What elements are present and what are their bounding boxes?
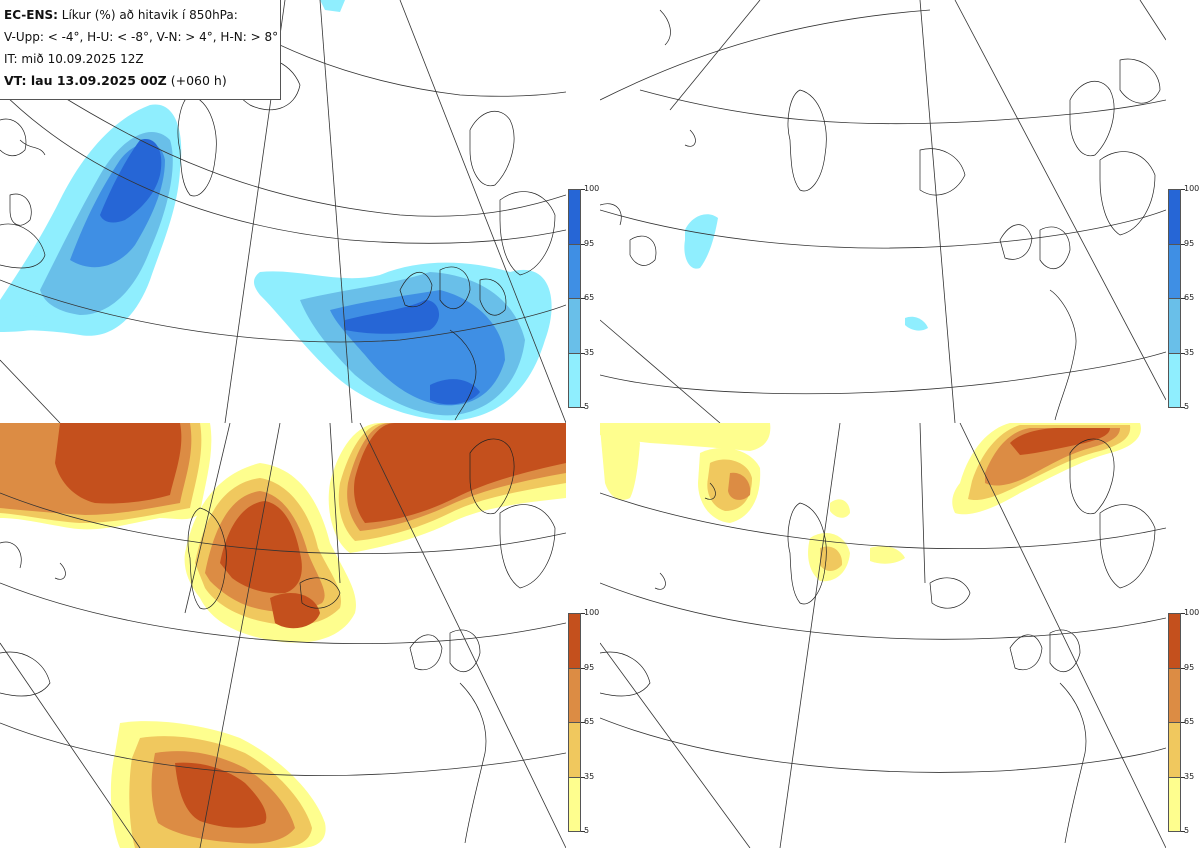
colorbar-segment [1168, 352, 1181, 408]
colorbar-segment [1168, 667, 1181, 723]
probability-area-greenland-west [0, 104, 182, 336]
colorbar-tick [1181, 776, 1185, 778]
graticule [600, 423, 1166, 848]
coastlines [600, 438, 1156, 844]
colorbar-tick [1181, 831, 1185, 832]
colorbar-label: 5 [1184, 826, 1190, 835]
probability-area-greenland [684, 214, 718, 269]
map-legend: EC-ENS: Líkur (%) að hitavik í 850hPa: V… [0, 0, 281, 100]
colorbar-tick [581, 667, 585, 669]
colorbar-segment [568, 352, 581, 408]
colorbar-segment [568, 189, 581, 245]
colorbar-label: 65 [584, 293, 595, 302]
colorbar-cold-top-right: 100 95 65 35 5 [1168, 185, 1199, 411]
colorbar-label: 35 [584, 771, 595, 781]
colorbar-label: 35 [1184, 771, 1195, 781]
colorbar-label: 100 [584, 184, 600, 193]
coastlines [0, 438, 556, 844]
legend-valid-time-line: VT: lau 13.09.2025 00Z (+060 h) [4, 70, 276, 92]
colorbar-tick [581, 722, 585, 723]
colorbar-tick [581, 407, 585, 408]
graticule [600, 0, 1166, 423]
probability-area-ocean [905, 316, 928, 331]
colorbar-label: 65 [1184, 293, 1195, 302]
legend-lead-time: (+060 h) [170, 73, 227, 88]
colorbar-label: 65 [584, 717, 595, 726]
probability-area-scandinavia [328, 423, 566, 553]
graticule [0, 423, 566, 848]
colorbar-label: 100 [1184, 608, 1200, 617]
colorbar-tick [1181, 667, 1185, 669]
colorbar-tick [1181, 298, 1185, 299]
colorbar-segment [1168, 776, 1181, 832]
colorbar-label: 35 [584, 347, 595, 357]
colorbar-tick [1181, 243, 1185, 245]
colorbar-tick [1181, 407, 1185, 408]
colorbar-tick [581, 189, 585, 190]
colorbar-tick [581, 831, 585, 832]
colorbar-segment [568, 613, 581, 669]
legend-title-line: EC-ENS: Líkur (%) að hitavik í 850hPa: [4, 4, 276, 26]
colorbar-label: 95 [1184, 238, 1195, 248]
legend-initial-time: IT: mið 10.09.2025 12Z [4, 52, 144, 66]
map-panel-warm-plus4 [0, 423, 566, 848]
probability-area-scandinavia [952, 423, 1141, 515]
colorbar-label: 95 [584, 662, 595, 672]
colorbar-tick [581, 243, 585, 245]
colorbar-tick [581, 352, 585, 354]
colorbar-tick [1181, 189, 1185, 190]
colorbar-label: 5 [584, 826, 590, 835]
legend-description: Líkur (%) að hitavik í 850hPa: [61, 8, 238, 22]
map-panel-cold-minus4 [0, 0, 566, 423]
colorbar-segment [1168, 613, 1181, 669]
colorbar-warm-bottom-left: 100 95 65 35 5 [568, 609, 599, 835]
probability-area-atlantic [110, 721, 326, 848]
colorbar-segment [568, 722, 581, 778]
colorbar-label: 65 [1184, 717, 1195, 726]
colorbar-label: 95 [584, 238, 595, 248]
colorbar-label: 100 [1184, 184, 1200, 193]
colorbar-tick [1181, 613, 1185, 614]
colorbar-segment [568, 776, 581, 832]
colorbar-tick [581, 298, 585, 299]
colorbar-segment [1168, 243, 1181, 299]
colorbar-label: 100 [584, 608, 600, 617]
legend-source: EC-ENS: [4, 8, 58, 22]
probability-area-europe [254, 262, 552, 421]
colorbar-tick [1181, 352, 1185, 354]
colorbar-label: 95 [1184, 662, 1195, 672]
colorbar-segment [568, 298, 581, 354]
colorbar-tick [581, 776, 585, 778]
colorbar-segment [1168, 722, 1181, 778]
colorbar-segment [1168, 298, 1181, 354]
map-canvas [600, 0, 1166, 423]
map-panel-cold-minus8 [600, 0, 1166, 423]
colorbar-tick [581, 613, 585, 614]
coastlines [600, 9, 1161, 421]
probability-area-greenland [184, 463, 356, 643]
colorbar-label: 5 [1184, 402, 1190, 411]
probability-area-north [0, 423, 212, 530]
map-canvas [0, 0, 566, 423]
colorbar-segment [568, 667, 581, 723]
probability-area-west [600, 423, 771, 523]
legend-thresholds: V-Upp: < -4°, H-U: < -8°, V-N: > 4°, H-N… [4, 30, 279, 44]
colorbar-segment [1168, 189, 1181, 245]
map-canvas [600, 423, 1166, 848]
colorbar-label: 5 [584, 402, 590, 411]
legend-valid-time: VT: lau 13.09.2025 00Z [4, 73, 167, 88]
map-panel-warm-plus8 [600, 423, 1166, 848]
colorbar-segment [568, 243, 581, 299]
colorbar-label: 35 [1184, 347, 1195, 357]
probability-area-greenland [808, 499, 905, 582]
colorbar-cold-top-left: 100 95 65 35 5 [568, 185, 599, 411]
map-canvas [0, 423, 566, 848]
colorbar-tick [1181, 722, 1185, 723]
colorbar-warm-bottom-right: 100 95 65 35 5 [1168, 609, 1199, 835]
